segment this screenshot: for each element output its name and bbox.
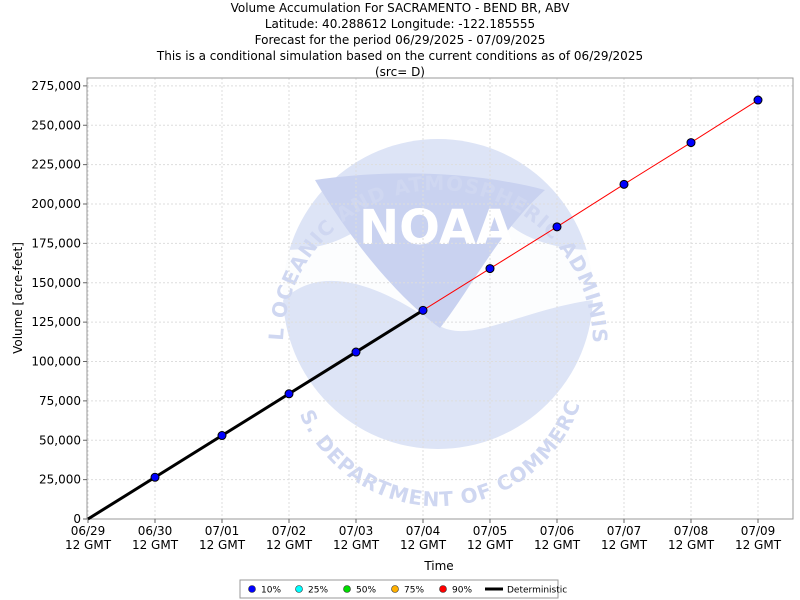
x-tick-date-label: 07/02 [272,524,307,538]
y-tick-label: 50,000 [39,433,81,447]
y-axis-title: Volume [acre-feet] [11,242,25,354]
x-tick-time-label: 12 GMT [400,538,447,552]
y-tick-label: 150,000 [31,276,81,290]
y-tick-label: 225,000 [31,158,81,172]
y-tick-label: 125,000 [31,315,81,329]
x-tick-date-label: 07/03 [339,524,374,538]
data-point [619,179,629,189]
x-tick-time-label: 12 GMT [735,538,782,552]
legend-swatch-25 [295,585,303,593]
series-layer [87,95,763,521]
series-line-90 [422,99,759,311]
x-tick-date-label: 06/30 [138,524,173,538]
legend-label-75: 75% [404,586,424,596]
chart-title: Volume Accumulation For SACRAMENTO - BEN… [230,1,570,15]
x-tick-date-label: 07/06 [540,524,575,538]
x-tick-date-label: 07/09 [741,524,776,538]
x-tick-time-label: 12 GMT [601,538,648,552]
y-tick-label: 100,000 [31,355,81,369]
watermark-logo-text: NOAA [359,200,513,256]
y-tick-label: 0 [73,512,81,526]
chart-header: Volume Accumulation For SACRAMENTO - BEN… [0,0,800,80]
legend-swatch-75 [391,585,399,593]
data-point [686,138,696,148]
location-line: Latitude: 40.288612 Longitude: -122.1855… [264,17,536,31]
x-tick-time-label: 12 GMT [266,538,313,552]
x-tick-date-label: 07/07 [607,524,642,538]
legend-swatch-90 [439,585,447,593]
x-tick-date-label: 07/04 [406,524,441,538]
y-tick-label: 200,000 [31,197,81,211]
legend-label-deterministic: Deterministic [507,586,567,596]
legend-box [239,579,559,599]
data-point [418,305,428,315]
legend-label-25: 25% [308,586,328,596]
data-point [351,347,361,357]
x-tick-date-label: 06/29 [71,524,106,538]
plot-border [86,77,794,520]
x-tick-time-label: 12 GMT [199,538,246,552]
y-tick-label: 275,000 [31,79,81,93]
y-tick-label: 25,000 [39,473,81,487]
note-line: This is a conditional simulation based o… [156,49,644,63]
data-point [284,389,294,399]
noaa-watermark: NOAA NATIONAL OCEANIC AND ATMOSPHERIC AD… [87,78,611,511]
y-axis: 0 25,000 50,000 75,000 100,000 125,000 150,000… [31,79,87,526]
legend-label-10: 10% [261,586,281,596]
legend-swatch-10 [248,585,256,593]
data-point [217,431,227,441]
period-line: Forecast for the period 06/29/2025 - 07/… [254,33,546,47]
y-tick-label: 175,000 [31,236,81,250]
x-tick-date-label: 07/01 [205,524,240,538]
data-point [552,222,562,232]
x-axis-title: Time [423,559,453,573]
legend-swatch-50 [343,585,351,593]
x-tick-time-label: 12 GMT [467,538,514,552]
x-tick-time-label: 12 GMT [534,538,581,552]
data-point [485,264,495,274]
y-tick-label: 75,000 [39,394,81,408]
x-tick-date-label: 07/08 [674,524,709,538]
legend: 10% 25% 50% 75% 90% Deterministic [239,579,567,599]
x-tick-time-label: 12 GMT [333,538,380,552]
x-tick-time-label: 12 GMT [668,538,715,552]
source-line: (src= D) [375,65,425,79]
legend-label-90: 90% [452,586,472,596]
y-tick-label: 250,000 [31,118,81,132]
watermark-gull [315,173,545,328]
data-point [753,95,763,105]
series-line-deterministic [87,309,424,521]
x-tick-date-label: 07/05 [473,524,508,538]
x-tick-time-label: 12 GMT [65,538,112,552]
data-point [150,472,160,482]
x-tick-time-label: 12 GMT [132,538,179,552]
legend-label-50: 50% [356,586,376,596]
